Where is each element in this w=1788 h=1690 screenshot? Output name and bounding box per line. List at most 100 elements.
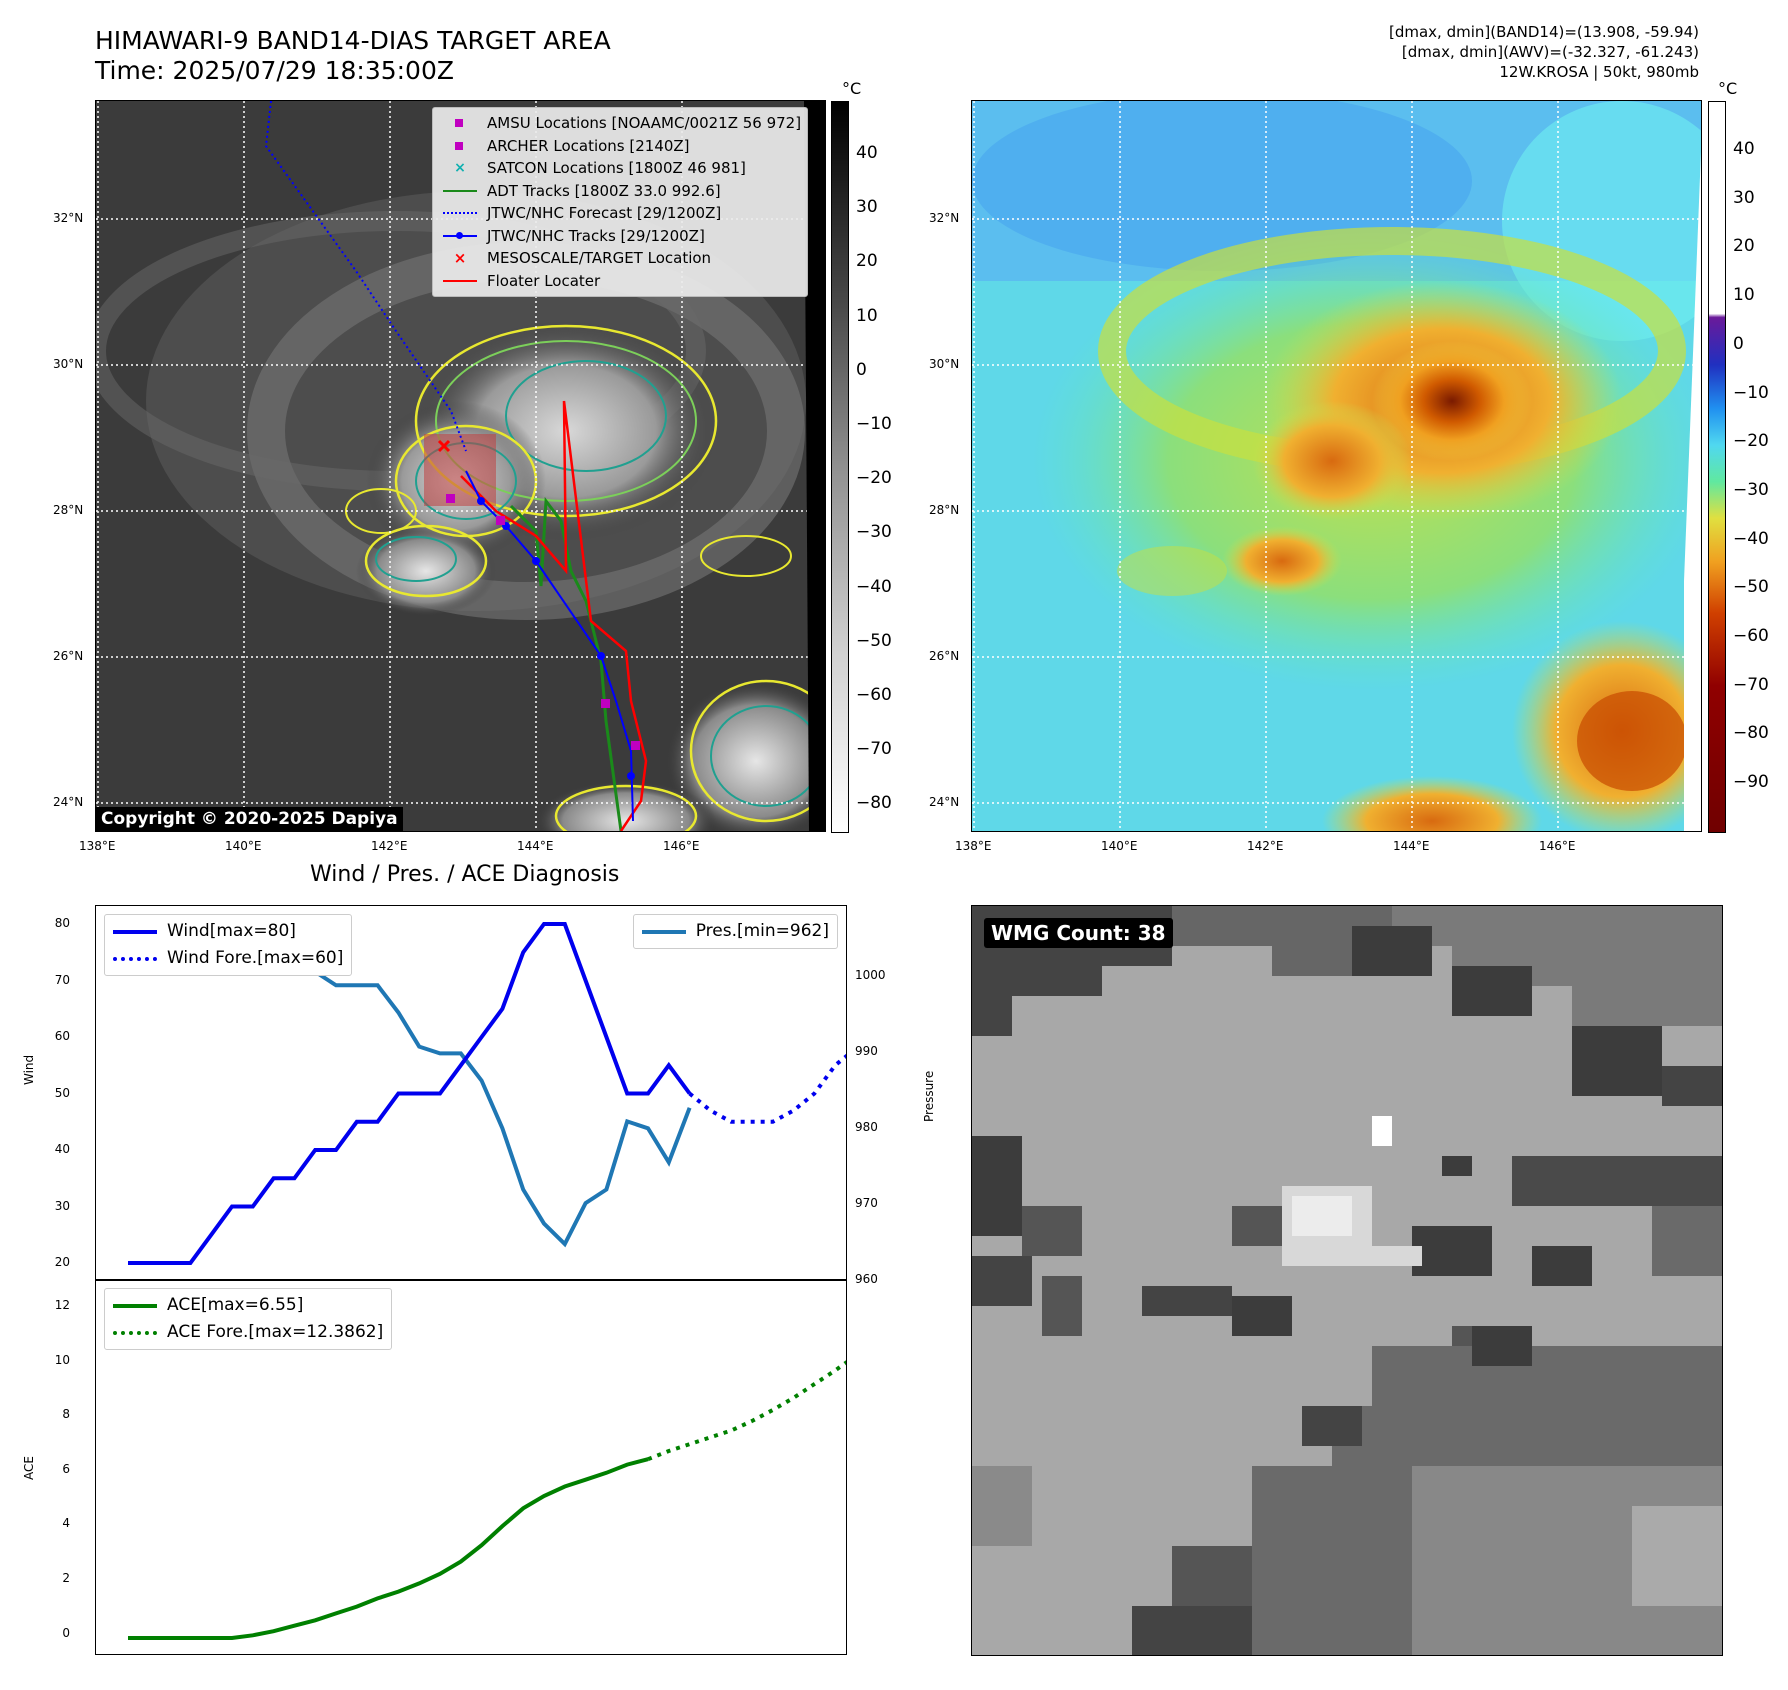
lat-label: 30°N: [53, 357, 84, 371]
pressure-axis-title: Pressure: [922, 1070, 936, 1122]
main-time: Time: 2025/07/29 18:35:00Z: [95, 56, 454, 85]
lon-label: 142°E: [1247, 839, 1284, 853]
series-line-ace-max-: [128, 1457, 649, 1640]
wmg-panel: WMG Count: 38: [971, 905, 1723, 1656]
wind-pressure-panel: Wind[max=80] Wind Fore.[max=60] Pres.[mi…: [95, 905, 847, 1281]
awv-colorbar-tick: 20: [1733, 236, 1755, 257]
pressure-tick: 990: [855, 1044, 878, 1058]
ace-tick: 2: [62, 1571, 70, 1585]
pressure-tick: 970: [855, 1196, 878, 1210]
ir-colorbar-tick: −70: [856, 739, 892, 760]
wind-tick: 80: [54, 916, 70, 930]
lon-label: 142°E: [371, 839, 408, 853]
ir-colorbar-tick: −60: [856, 685, 892, 705]
lon-label: 140°E: [225, 839, 262, 853]
legend-floater: Floater Locater: [439, 270, 801, 293]
ir-colorbar-tick: −10: [856, 414, 892, 434]
legend-jtwc-forecast: JTWC/NHC Forecast [29/1200Z]: [439, 202, 801, 225]
ir-map-panel: AMSU Locations [NOAAMC/0021Z 56 972] ARC…: [95, 100, 826, 832]
awv-colorbar-tick: −10: [1733, 382, 1769, 403]
legend-mesoscale: × MESOSCALE/TARGET Location: [453, 249, 712, 268]
legend-ace-fore: ACE Fore.[max=12.3862]: [113, 1319, 383, 1346]
wind-tick: 40: [54, 1142, 70, 1156]
awv-colorbar-tick: −70: [1733, 674, 1769, 695]
ir-colorbar-tick: −20: [856, 468, 892, 489]
wmg-image: [972, 906, 1722, 1655]
legend-adt: ADT Tracks [1800Z 33.0 992.6]: [439, 180, 801, 203]
lat-label: 28°N: [929, 503, 960, 517]
lat-label: 30°N: [929, 357, 960, 371]
main-title: HIMAWARI-9 BAND14-DIAS TARGET AREA: [95, 26, 611, 55]
legend-jtwc-tracks: JTWC/NHC Tracks [29/1200Z]: [439, 225, 801, 248]
legend-wind: Wind[max=80]: [113, 918, 343, 945]
ace-tick: 6: [62, 1461, 70, 1476]
series-line-ace-fore-max-: [647, 1360, 846, 1462]
ir-colorbar-tick: −30: [856, 522, 892, 543]
awv-colorbar-tick: −90: [1733, 772, 1769, 793]
legend-pressure: Pres.[min=962]: [641, 918, 829, 945]
ir-colorbar-tick: −50: [856, 630, 892, 651]
awv-colorbar-tick: 40: [1733, 139, 1755, 159]
awv-colorbar-tick: −20: [1733, 431, 1769, 452]
ir-colorbar-tick: 30: [856, 197, 878, 218]
lat-label: 24°N: [53, 795, 84, 809]
awv-colorbar-tick: 0: [1733, 333, 1744, 354]
copyright-label: Copyright © 2020-2025 Dapiya: [96, 807, 403, 831]
pressure-legend: Pres.[min=962]: [632, 914, 838, 949]
lon-label: 146°E: [663, 839, 700, 853]
lon-label: 138°E: [955, 839, 992, 853]
ir-colorbar-tick: 40: [856, 143, 878, 163]
lat-label: 32°N: [53, 211, 84, 225]
lon-label: 144°E: [517, 839, 554, 853]
ace-legend: ACE[max=6.55] ACE Fore.[max=12.3862]: [104, 1288, 393, 1350]
legend-amsu: AMSU Locations [NOAAMC/0021Z 56 972]: [439, 112, 801, 135]
awv-colorbar-tick: −60: [1733, 626, 1769, 646]
series-line-wind-fore-max-: [688, 1053, 846, 1124]
legend-satcon: × SATCON Locations [1800Z 46 981]: [454, 159, 746, 177]
awv-colorbar-tick: −80: [1733, 723, 1769, 744]
lat-label: 28°N: [53, 503, 84, 517]
lon-label: 146°E: [1539, 839, 1576, 853]
ace-tick: 0: [62, 1625, 70, 1640]
pressure-tick: 1000: [855, 968, 886, 982]
lon-label: 144°E: [1393, 839, 1430, 853]
series-line-wind-max-: [128, 922, 692, 1265]
wind-tick: 50: [54, 1085, 70, 1100]
awv-colorbar-tick: 10: [1733, 285, 1755, 306]
legend-archer: ARCHER Locations [2140Z]: [439, 135, 801, 158]
wind-axis-title: Wind: [22, 1054, 36, 1085]
awv-map-canvas: [972, 101, 1701, 831]
wind-tick: 70: [54, 972, 70, 987]
ace-tick: 10: [54, 1352, 70, 1367]
wind-tick: 20: [54, 1255, 70, 1269]
awv-map-panel: [971, 100, 1702, 832]
ir-colorbar-tick: −40: [856, 576, 892, 597]
lat-label: 32°N: [929, 211, 960, 225]
series-line-pres-min-: [128, 935, 692, 1248]
wind-tick: 60: [54, 1029, 70, 1043]
lat-label: 26°N: [53, 649, 84, 663]
ir-colorbar-unit: °C: [842, 79, 862, 98]
awv-colorbar-tick: −50: [1733, 577, 1769, 598]
ace-tick: 12: [54, 1298, 70, 1312]
ir-colorbar-tick: −80: [856, 793, 892, 814]
wind-legend: Wind[max=80] Wind Fore.[max=60]: [104, 914, 353, 976]
pressure-tick: 960: [855, 1272, 878, 1286]
diagnosis-title: Wind / Pres. / ACE Diagnosis: [310, 862, 620, 887]
lon-label: 140°E: [1101, 839, 1138, 853]
ace-panel: ACE[max=6.55] ACE Fore.[max=12.3862]: [95, 1279, 847, 1655]
lat-label: 26°N: [929, 649, 960, 663]
ace-tick: 8: [62, 1407, 70, 1422]
wind-tick: 30: [54, 1198, 70, 1213]
lat-label: 24°N: [929, 795, 960, 809]
ir-colorbar-tick: 0: [856, 359, 867, 380]
ir-colorbar: [831, 101, 849, 833]
legend-wind-fore: Wind Fore.[max=60]: [113, 945, 343, 972]
ace-axis-title: ACE: [22, 1456, 36, 1480]
info-awv: [dmax, dmin](AWV)=(-32.327, -61.243): [1401, 43, 1699, 61]
pressure-tick: 980: [855, 1120, 878, 1134]
wmg-count-badge: WMG Count: 38: [984, 918, 1173, 948]
ir-map-legend: AMSU Locations [NOAAMC/0021Z 56 972] ARC…: [432, 107, 809, 297]
awv-colorbar: [1708, 101, 1726, 833]
awv-colorbar-tick: −40: [1733, 528, 1769, 549]
